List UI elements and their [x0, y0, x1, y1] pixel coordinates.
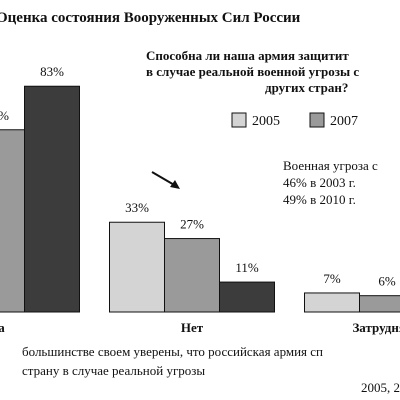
bar	[164, 238, 220, 313]
arrow	[151, 171, 177, 187]
x-tick-label: Затрудняюс	[352, 320, 400, 335]
annotation: 46% в 2003 г.	[283, 175, 356, 190]
data-label: 27%	[180, 217, 204, 232]
subtitle: других стран?	[265, 80, 348, 95]
legend-swatch	[231, 112, 247, 128]
chart-title: Оценка состояния Вооруженных Сил России	[0, 10, 301, 26]
source: 2005, 2	[361, 380, 400, 395]
annotation: 49% в 2010 г.	[283, 192, 356, 207]
footer: страну в случае реальной угрозы	[22, 363, 205, 378]
annotation: Военная угроза с	[283, 158, 378, 173]
data-label: 11%	[235, 260, 259, 275]
data-label: 33%	[125, 200, 149, 215]
bar	[359, 295, 400, 313]
arrow-head	[170, 180, 180, 189]
bar	[24, 85, 80, 313]
subtitle: в случае реальной военной угрозы с	[146, 64, 359, 79]
bar	[109, 221, 165, 313]
data-label: 67%	[0, 108, 9, 123]
subtitle: Способна ли наша армия защитит	[146, 48, 349, 63]
data-label: 83%	[40, 64, 64, 79]
bar	[304, 292, 360, 313]
bar	[0, 129, 25, 313]
data-label: 7%	[323, 271, 341, 286]
legend-label: 2007	[330, 114, 358, 129]
bar	[219, 281, 275, 313]
data-label: 6%	[378, 274, 396, 289]
x-tick-label: Нет	[181, 320, 204, 335]
footer: большинстве своем уверены, что российска…	[22, 344, 323, 359]
x-tick-label: Да	[0, 320, 5, 335]
legend-label: 2005	[252, 114, 280, 129]
legend-swatch	[309, 112, 325, 128]
